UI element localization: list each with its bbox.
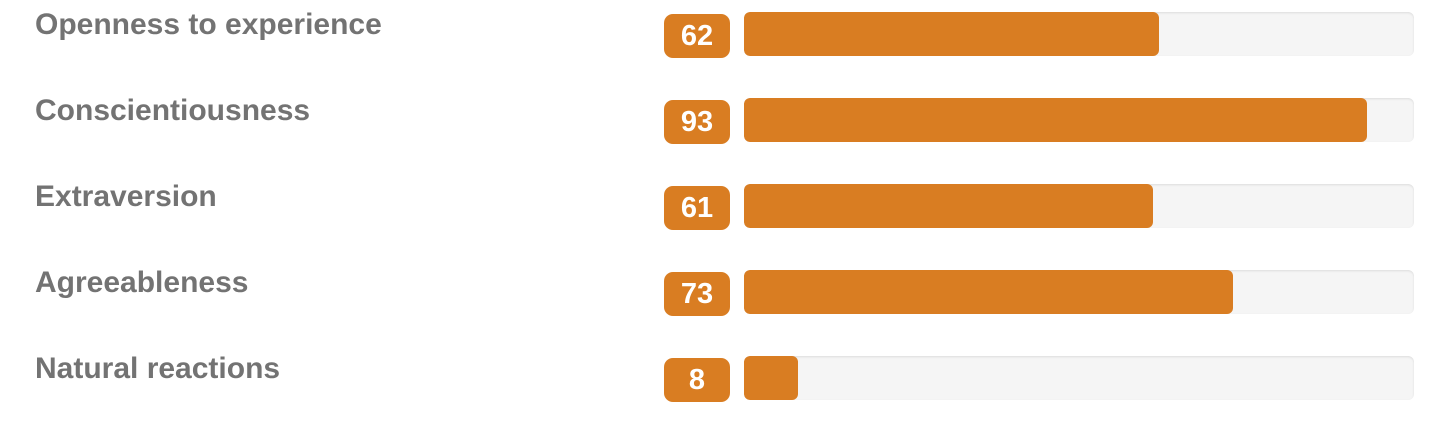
- category-label: Agreeableness: [35, 266, 249, 299]
- bar-fill: [744, 270, 1233, 314]
- bar-fill: [744, 12, 1159, 56]
- bar-track: [744, 356, 1414, 400]
- bar-row: Extraversion 61: [0, 180, 1446, 230]
- value-badge: 8: [664, 358, 730, 402]
- category-label: Openness to experience: [35, 8, 382, 41]
- bar-row: Natural reactions 8: [0, 352, 1446, 402]
- bar-fill: [744, 184, 1153, 228]
- bar-track: [744, 12, 1414, 56]
- bar-track: [744, 270, 1414, 314]
- category-label: Natural reactions: [35, 352, 281, 385]
- value-badge: 93: [664, 100, 730, 144]
- bar-fill: [744, 98, 1367, 142]
- bar-row: Agreeableness 73: [0, 266, 1446, 316]
- category-label: Conscientiousness: [35, 94, 311, 127]
- value-badge: 62: [664, 14, 730, 58]
- bar-track: [744, 98, 1414, 142]
- bar-fill: [744, 356, 798, 400]
- bar-row: Openness to experience 62: [0, 8, 1446, 58]
- value-badge: 73: [664, 272, 730, 316]
- bar-track: [744, 184, 1414, 228]
- value-badge: 61: [664, 186, 730, 230]
- bar-row: Conscientiousness 93: [0, 94, 1446, 144]
- category-label: Extraversion: [35, 180, 217, 213]
